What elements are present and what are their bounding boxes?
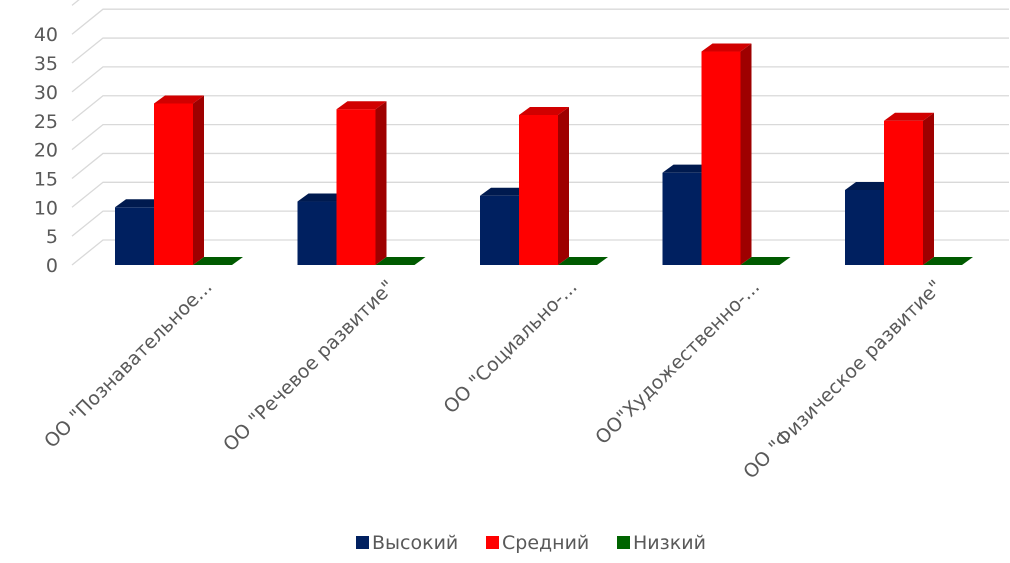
bar [519, 106, 569, 265]
gridline [71, 8, 1009, 35]
y-axis-ticks: 0 5 10 15 20 25 30 35 40 [34, 24, 58, 277]
gridline [71, 37, 1009, 64]
bar [336, 101, 387, 266]
bar [193, 257, 243, 265]
x-tick-label: ОО "Речевое развитие" [219, 276, 399, 456]
legend-item: Высокий [356, 532, 458, 554]
bar [884, 112, 934, 265]
legend-label: Низкий [633, 532, 706, 554]
y-tick-label: 20 [34, 140, 58, 162]
y-tick-label: 0 [46, 255, 58, 277]
bar [923, 257, 973, 265]
gridlines [71, 0, 1009, 266]
gridline [71, 66, 1009, 93]
bar [375, 257, 426, 265]
x-tick-label: ОО "Физическое развитие" [739, 276, 946, 483]
legend: Высокий Средний Низкий [356, 532, 706, 554]
y-tick-label: 5 [46, 226, 58, 248]
x-tick-label: ОО "Социально-... [439, 276, 581, 418]
legend-label: Высокий [372, 532, 458, 554]
legend-item: Низкий [617, 532, 706, 554]
bar [740, 257, 791, 265]
y-tick-label: 25 [34, 111, 58, 133]
y-tick-label: 30 [34, 82, 58, 104]
legend-label: Средний [502, 532, 589, 554]
bars [115, 43, 973, 266]
y-tick-label: 10 [34, 197, 58, 219]
y-tick-label: 35 [34, 53, 58, 75]
legend-swatch [356, 536, 369, 549]
x-tick-label: ОО "Познавательное... [40, 276, 216, 452]
bar [154, 95, 204, 265]
y-tick-label: 15 [34, 168, 58, 190]
legend-item: Средний [486, 532, 589, 554]
x-tick-label: ОО"Художественно-... [591, 276, 764, 449]
bar [701, 43, 752, 266]
x-axis-ticks: ОО "Познавательное... ОО "Речевое развити… [40, 276, 946, 483]
legend-swatch [486, 536, 499, 549]
gridline [71, 0, 80, 6]
legend-swatch [617, 536, 630, 549]
y-tick-label: 40 [34, 24, 58, 46]
bar [558, 257, 608, 265]
